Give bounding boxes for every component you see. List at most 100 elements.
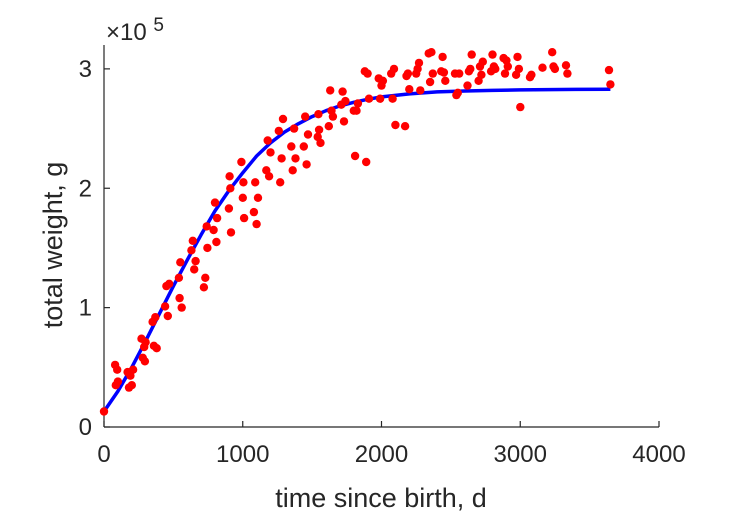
data-point — [388, 94, 397, 103]
data-point — [299, 142, 308, 151]
data-point — [140, 357, 150, 366]
x-tick-label: 0 — [97, 441, 110, 468]
data-point — [375, 94, 385, 103]
data-point — [478, 57, 487, 66]
data-point — [455, 69, 464, 78]
axes: 0 1000 2000 3000 4000 0 1 2 3 — [79, 45, 686, 468]
data-point — [425, 77, 435, 87]
data-point — [439, 68, 449, 77]
data-point — [252, 219, 261, 229]
data-point — [488, 50, 497, 59]
data-point — [314, 125, 324, 134]
data-point — [177, 303, 186, 312]
data-point — [226, 184, 235, 193]
data-point — [353, 99, 363, 108]
data-point — [389, 64, 399, 74]
data-point — [466, 64, 475, 74]
data-point — [550, 64, 560, 74]
data-point — [338, 87, 347, 96]
data-point — [175, 293, 184, 303]
data-point — [352, 106, 361, 115]
data-point — [176, 258, 185, 267]
data-point — [210, 198, 220, 207]
y-exponent-base: ×10 — [106, 19, 147, 46]
data-point — [277, 154, 286, 163]
data-point — [287, 142, 296, 151]
data-point — [274, 126, 283, 136]
data-point — [237, 157, 246, 167]
data-point — [364, 94, 374, 103]
data-point — [187, 246, 196, 255]
data-point — [225, 172, 234, 181]
data-point — [128, 365, 138, 374]
data-points-layer — [99, 48, 615, 416]
data-point — [326, 86, 335, 95]
data-point — [266, 148, 275, 157]
data-point — [238, 193, 247, 202]
data-point — [253, 193, 263, 202]
data-point — [302, 160, 311, 169]
data-point — [491, 64, 500, 74]
data-point — [191, 256, 200, 266]
y-tick-label: 1 — [79, 295, 92, 322]
data-point — [165, 279, 174, 288]
data-point — [278, 114, 288, 124]
data-point — [288, 166, 297, 175]
x-tick-label: 2000 — [355, 441, 408, 468]
data-point — [563, 69, 572, 78]
data-point — [190, 265, 199, 274]
data-point — [160, 302, 170, 311]
fit-curve — [102, 87, 611, 413]
data-point — [127, 381, 136, 390]
data-point — [414, 58, 424, 68]
data-point — [289, 124, 299, 133]
data-point — [251, 178, 260, 187]
data-point — [199, 283, 209, 292]
data-point — [463, 81, 472, 90]
data-point — [391, 120, 400, 130]
data-point — [113, 365, 122, 374]
data-point — [276, 178, 285, 187]
data-point — [427, 48, 436, 57]
y-tick-label: 2 — [79, 175, 92, 202]
y-axis-label: total weight, g — [38, 162, 68, 329]
data-point — [201, 273, 210, 282]
data-point — [303, 130, 313, 139]
x-axis-label: time since birth, d — [275, 483, 487, 513]
data-point — [239, 213, 249, 223]
data-point — [363, 69, 372, 78]
data-point — [152, 344, 161, 353]
data-point — [239, 178, 248, 187]
data-point — [438, 52, 447, 62]
data-point — [249, 207, 259, 217]
data-point — [513, 52, 522, 62]
data-point — [202, 222, 211, 231]
data-point — [441, 76, 450, 86]
data-point — [604, 65, 614, 75]
data-point — [500, 69, 510, 78]
y-exponent-power: 5 — [153, 15, 164, 36]
y-exponent-label: ×10 5 — [106, 15, 164, 46]
data-point — [316, 138, 325, 148]
data-point — [263, 136, 272, 145]
data-point — [226, 228, 236, 237]
data-point — [477, 70, 486, 80]
data-point — [350, 151, 360, 161]
data-point — [264, 172, 274, 181]
data-point — [527, 70, 536, 80]
data-point — [606, 80, 615, 89]
data-point — [328, 112, 338, 121]
data-point — [163, 311, 172, 321]
data-point — [141, 338, 150, 347]
data-point — [400, 122, 410, 131]
data-point — [212, 213, 222, 223]
data-point — [174, 273, 184, 282]
data-point — [203, 243, 212, 253]
data-point — [212, 237, 221, 247]
data-point — [151, 313, 160, 322]
data-point — [339, 117, 349, 126]
data-point — [209, 225, 218, 235]
data-point — [378, 76, 388, 86]
data-point — [224, 204, 234, 213]
data-point — [467, 50, 476, 59]
